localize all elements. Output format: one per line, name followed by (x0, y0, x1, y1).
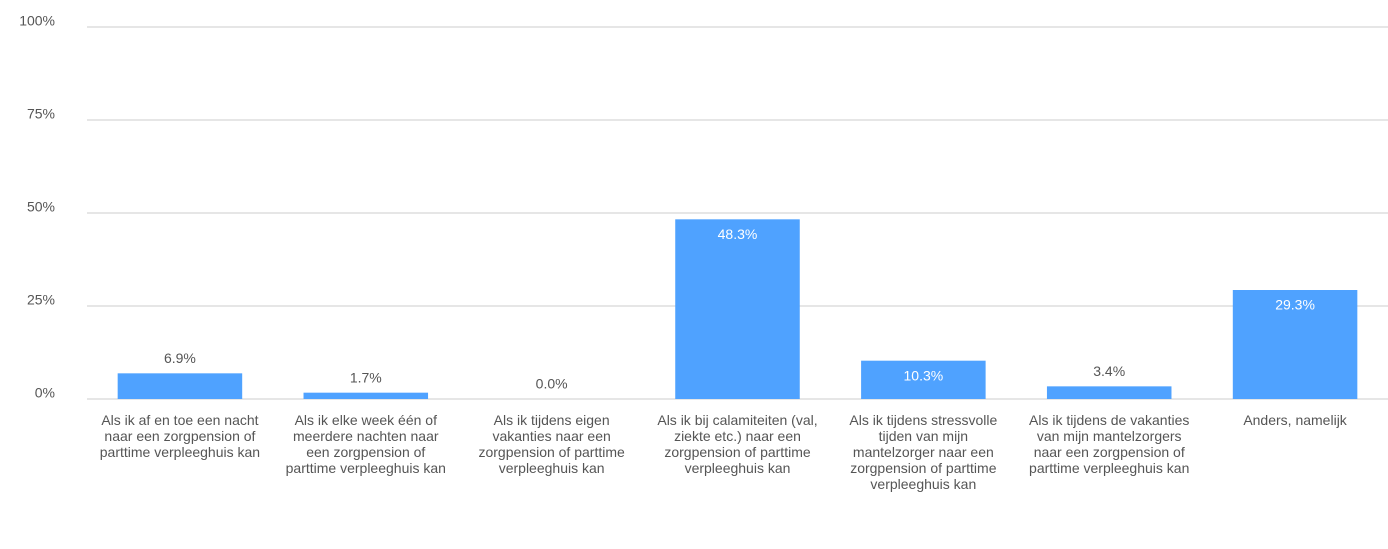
bar (1046, 386, 1172, 399)
bar (861, 360, 986, 399)
bar (117, 373, 243, 399)
y-tick-label: 25% (27, 292, 55, 308)
bar (675, 219, 800, 399)
y-tick-label: 75% (27, 106, 55, 122)
x-tick-label: Als ik af en toe een nacht naar een zorg… (99, 412, 261, 460)
x-tick-label: Als ik tijdens stressvolle tijden van mi… (849, 412, 998, 492)
x-tick-label: Als ik tijdens de vakanties van mijn man… (1029, 412, 1190, 476)
y-tick-label: 50% (27, 199, 55, 215)
value-label: 10.3% (904, 367, 944, 383)
x-tick-label: Als ik bij calamiteiten (val, ziekte etc… (657, 412, 818, 476)
value-label: 48.3% (718, 226, 758, 242)
value-label: 3.4% (1093, 363, 1125, 379)
bar (1232, 290, 1358, 399)
y-tick-label: 100% (19, 13, 55, 29)
value-label: 0.0% (536, 376, 568, 392)
x-tick-label: Als ik elke week één of meerdere nachten… (285, 412, 446, 476)
value-label: 1.7% (350, 369, 382, 385)
x-tick-label: Als ik tijdens eigen vakanties naar een … (478, 412, 625, 476)
value-label: 6.9% (164, 350, 196, 366)
value-label: 29.3% (1275, 297, 1315, 313)
x-tick-label: Anders, namelijk (1243, 412, 1347, 428)
bar (303, 392, 429, 399)
y-tick-label: 0% (35, 385, 55, 401)
